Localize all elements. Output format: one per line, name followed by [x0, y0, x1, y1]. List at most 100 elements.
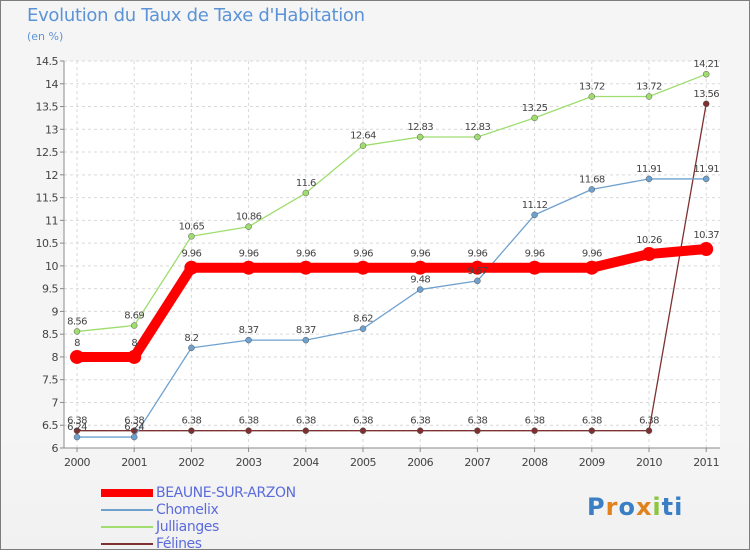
data-label-jullianges: 11.6	[296, 178, 316, 189]
series-line-beaune	[72, 244, 712, 362]
data-point-chomelix	[531, 211, 538, 219]
data-point-beaune	[413, 260, 428, 275]
data-point-jullianges	[302, 189, 310, 197]
data-point-beaune	[184, 260, 199, 275]
y-tick-label: 12	[45, 169, 58, 182]
y-tick-label: 13.5	[36, 101, 59, 114]
data-label-beaune: 9.96	[410, 249, 430, 260]
data-label-chomelix: 8.2	[184, 333, 198, 344]
data-point-chomelix	[474, 277, 481, 285]
data-point-chomelix	[302, 336, 310, 344]
data-label-jullianges: 12.83	[465, 122, 491, 133]
data-point-chomelix	[73, 433, 81, 441]
y-tick-label: 9	[52, 305, 59, 318]
logo-letter: ti	[661, 493, 684, 521]
data-label-felines: 6.38	[525, 416, 545, 427]
data-label-chomelix: 6.24	[124, 422, 144, 433]
data-label-felines: 6.38	[410, 416, 430, 427]
data-label-beaune: 9.96	[525, 249, 545, 260]
data-point-beaune	[584, 260, 599, 275]
logo-letter: o	[618, 493, 636, 521]
x-tick-label: 2011	[693, 456, 719, 469]
x-tick-label: 2000	[64, 456, 90, 469]
x-tick-label: 2003	[236, 456, 262, 469]
y-tick-label: 10.5	[36, 237, 59, 250]
data-point-beaune	[70, 349, 84, 364]
data-point-beaune	[298, 260, 313, 275]
data-point-felines	[188, 427, 195, 434]
logo-letter: x	[635, 493, 653, 521]
y-tick-label: 12.5	[36, 146, 59, 159]
data-label-jullianges: 8.69	[124, 311, 144, 322]
data-label-chomelix: 8.37	[296, 325, 316, 336]
legend-label-felines: Félines	[156, 536, 202, 552]
data-point-beaune	[241, 260, 256, 275]
data-label-jullianges: 12.64	[350, 131, 376, 142]
data-point-jullianges	[359, 142, 367, 149]
data-label-jullianges: 8.56	[67, 316, 87, 327]
data-point-jullianges	[531, 114, 538, 122]
data-point-chomelix	[645, 175, 653, 183]
legend-swatch-jullianges	[101, 526, 153, 528]
legend-swatch-chomelix	[101, 509, 153, 511]
y-tick-label: 6	[52, 442, 59, 455]
plot-area	[64, 61, 720, 448]
data-point-felines	[588, 427, 596, 434]
series-line-jullianges	[76, 73, 707, 333]
data-label-felines: 6.38	[467, 416, 487, 427]
data-label-jullianges: 10.86	[236, 212, 262, 223]
data-point-chomelix	[245, 336, 252, 344]
y-tick-label: 8	[52, 351, 59, 364]
data-point-jullianges	[588, 93, 596, 100]
data-label-beaune: 10.37	[693, 230, 719, 241]
y-tick-label: 7	[52, 396, 59, 409]
data-point-jullianges	[130, 322, 138, 329]
data-label-jullianges: 13.72	[579, 82, 605, 93]
y-tick-label: 6.5	[42, 419, 58, 432]
x-tick-label: 2008	[522, 456, 548, 469]
legend-swatch-beaune	[101, 489, 153, 497]
data-point-felines	[416, 427, 424, 434]
data-label-felines: 6.38	[67, 416, 87, 427]
data-point-jullianges	[188, 233, 195, 240]
x-tick-label: 2001	[121, 456, 147, 469]
data-label-chomelix: 8.37	[239, 325, 259, 336]
data-point-beaune	[642, 247, 656, 262]
data-label-chomelix: 9.67	[467, 266, 487, 277]
data-point-jullianges	[73, 328, 81, 335]
data-point-felines	[359, 427, 367, 434]
y-tick-label: 11	[45, 214, 58, 227]
data-label-beaune: 9.96	[181, 249, 201, 260]
data-label-jullianges: 14.21	[693, 59, 719, 70]
y-tick-label: 8.5	[42, 328, 58, 341]
legend-swatch-felines	[101, 543, 153, 545]
data-label-chomelix: 11.68	[579, 174, 605, 185]
data-label-jullianges: 13.25	[522, 103, 548, 114]
data-point-chomelix	[588, 186, 596, 193]
data-label-felines: 13.56	[693, 89, 719, 100]
data-label-chomelix: 8.62	[353, 314, 373, 325]
data-point-felines	[645, 427, 653, 434]
data-label-chomelix: 6.24	[67, 422, 87, 433]
data-point-jullianges	[416, 133, 424, 141]
x-tick-label: 2002	[178, 456, 204, 469]
data-label-beaune: 9.96	[296, 249, 316, 260]
data-label-felines: 6.38	[239, 416, 259, 427]
data-label-chomelix: 11.91	[693, 164, 719, 175]
data-point-felines	[531, 427, 538, 434]
x-tick-label: 2007	[464, 456, 490, 469]
data-point-beaune	[699, 242, 714, 257]
x-tick-label: 2004	[293, 456, 319, 469]
data-point-chomelix	[702, 175, 710, 183]
data-point-chomelix	[188, 344, 195, 352]
data-label-chomelix: 11.12	[522, 200, 548, 211]
legend-label-jullianges: Jullianges	[156, 519, 219, 535]
x-tick-label: 2005	[350, 456, 376, 469]
data-label-felines: 6.38	[639, 416, 659, 427]
data-label-jullianges: 13.72	[636, 82, 662, 93]
series-line-chomelix	[76, 178, 707, 438]
data-label-beaune: 9.96	[582, 249, 602, 260]
y-tick-label: 10	[45, 260, 58, 273]
data-point-beaune	[527, 260, 542, 275]
